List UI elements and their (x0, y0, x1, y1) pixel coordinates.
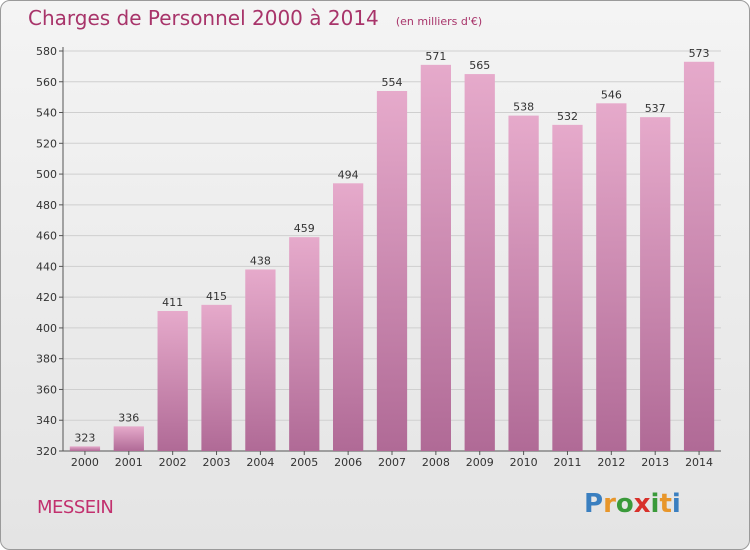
data-label: 554 (382, 76, 403, 89)
x-tick-label: 2010 (510, 456, 538, 469)
y-tick-label: 580 (36, 45, 57, 58)
y-tick-label: 500 (36, 168, 57, 181)
x-tick-label: 2014 (685, 456, 713, 469)
data-label: 494 (338, 168, 359, 181)
bar-2008[interactable] (420, 64, 452, 451)
bar-2003[interactable] (201, 304, 232, 451)
logo-letter: o (615, 489, 634, 519)
bar-2006[interactable] (332, 183, 364, 452)
data-label: 565 (469, 59, 490, 72)
bar-2009[interactable] (464, 74, 495, 452)
data-label: 573 (689, 47, 710, 60)
data-label: 438 (250, 254, 271, 267)
bar-2002[interactable] (157, 311, 188, 451)
proxiti-logo[interactable]: Proxiti (584, 489, 681, 519)
data-label: 459 (294, 222, 315, 235)
place-name: MESSEIN (37, 497, 114, 518)
x-tick-label: 2012 (597, 456, 625, 469)
data-label: 415 (206, 290, 227, 303)
chart-title: Charges de Personnel 2000 à 2014 (28, 6, 379, 30)
y-tick-label: 340 (36, 414, 57, 427)
bar-2004[interactable] (245, 269, 276, 451)
x-tick-label: 2007 (378, 456, 406, 469)
x-tick-label: 2013 (641, 456, 669, 469)
logo-letter: t (659, 489, 672, 519)
x-tick-label: 2001 (115, 456, 143, 469)
chart-subtitle: (en milliers d'€) (395, 15, 483, 28)
bar-2011[interactable] (552, 124, 583, 451)
y-tick-label: 400 (36, 322, 57, 335)
bar-2007[interactable] (376, 91, 408, 451)
x-tick-label: 2005 (290, 456, 318, 469)
data-label: 411 (162, 296, 183, 309)
x-tick-label: 2006 (334, 456, 362, 469)
bar-2010[interactable] (508, 115, 539, 451)
x-tick-label: 2009 (466, 456, 494, 469)
logo-letter: r (603, 489, 616, 519)
x-tick-label: 2008 (422, 456, 450, 469)
x-tick-label: 2004 (246, 456, 274, 469)
bar-2001[interactable] (113, 426, 144, 451)
data-label: 532 (557, 110, 578, 123)
bar-2000[interactable] (69, 446, 101, 451)
y-tick-label: 480 (36, 199, 57, 212)
x-tick-label: 2002 (159, 456, 187, 469)
y-tick-label: 440 (36, 260, 57, 273)
bar-2014[interactable] (683, 61, 715, 452)
x-tick-label: 2003 (203, 456, 231, 469)
x-tick-label: 2011 (553, 456, 581, 469)
data-label: 546 (601, 88, 622, 101)
bar-2012[interactable] (596, 103, 627, 452)
logo-letter: i (650, 489, 660, 519)
y-tick-label: 380 (36, 353, 57, 366)
y-tick-label: 360 (36, 383, 57, 396)
bars (69, 61, 715, 452)
data-label: 323 (74, 431, 95, 444)
y-tick-label: 320 (36, 445, 57, 458)
data-label: 571 (425, 50, 446, 63)
y-tick-label: 420 (36, 291, 57, 304)
logo-letter: P (584, 489, 604, 519)
y-tick-label: 540 (36, 107, 57, 120)
y-tick-label: 460 (36, 230, 57, 243)
y-tick-label: 560 (36, 76, 57, 89)
logo-letter: x (633, 489, 651, 519)
title-row: Charges de Personnel 2000 à 2014 (en mil… (28, 6, 482, 30)
labels: 2000 323 2001 336 2002 411 2003 415 2004 438 2005 4… (71, 47, 713, 469)
bar-2013[interactable] (640, 117, 671, 452)
x-tick-label: 2000 (71, 456, 99, 469)
data-label: 336 (118, 411, 139, 424)
y-tick-label: 520 (36, 137, 57, 150)
bar-2005[interactable] (289, 237, 320, 451)
data-label: 537 (645, 102, 666, 115)
data-label: 538 (513, 101, 534, 114)
logo-letter: i (671, 489, 681, 519)
